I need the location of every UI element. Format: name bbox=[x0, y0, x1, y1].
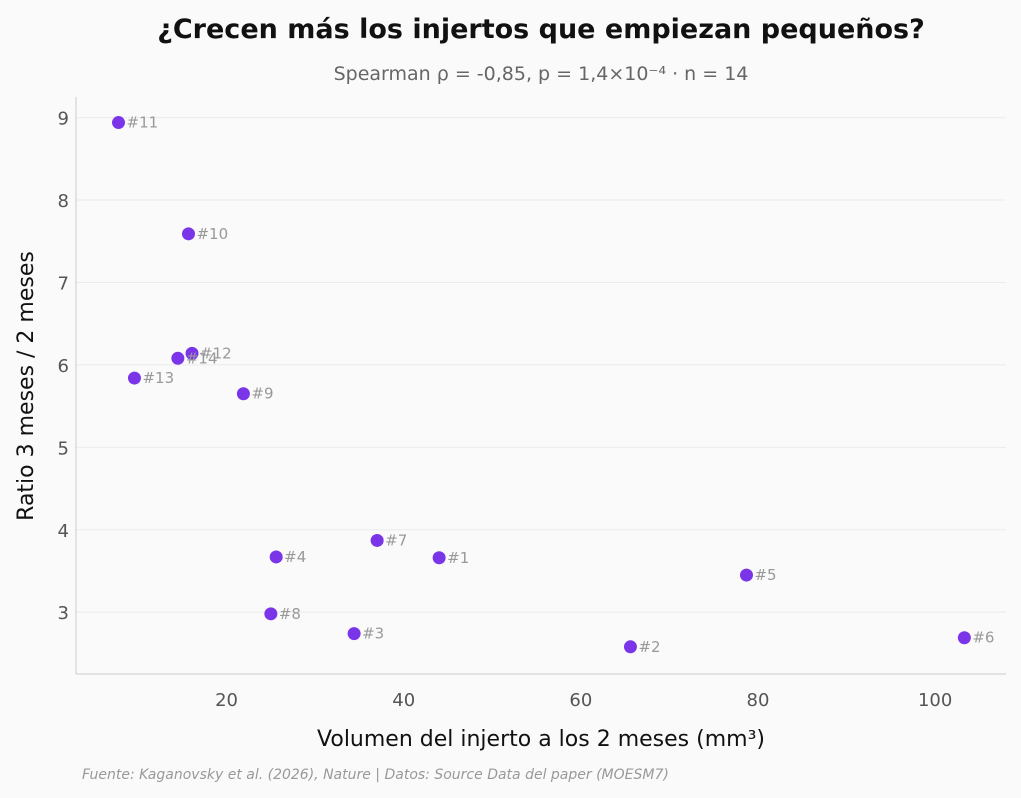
x-tick-label: 80 bbox=[747, 690, 770, 711]
grid-lines bbox=[76, 117, 1006, 613]
data-point bbox=[185, 346, 199, 360]
x-tick-label: 20 bbox=[215, 690, 238, 711]
point-label: #9 bbox=[251, 385, 273, 403]
x-tick-label: 60 bbox=[569, 690, 592, 711]
point-label: #13 bbox=[142, 369, 174, 387]
x-axis-label: Volumen del injerto a los 2 meses (mm³) bbox=[317, 727, 765, 752]
data-point bbox=[269, 550, 283, 564]
chart-title: ¿Crecen más los injertos que empiezan pe… bbox=[157, 14, 925, 45]
point-label: #11 bbox=[127, 114, 159, 132]
point-label: #14 bbox=[186, 349, 218, 367]
data-point bbox=[739, 568, 753, 582]
data-point bbox=[347, 627, 361, 641]
data-point bbox=[112, 116, 126, 130]
data-point bbox=[623, 640, 637, 654]
data-point bbox=[127, 371, 141, 385]
data-point bbox=[181, 227, 195, 241]
y-ticks: 3 4 5 6 7 8 9 bbox=[58, 109, 69, 625]
x-tick-label: 40 bbox=[392, 690, 415, 711]
point-label: #3 bbox=[362, 625, 384, 643]
data-point bbox=[236, 387, 250, 401]
point-label: #5 bbox=[754, 566, 776, 584]
chart-subtitle: Spearman ρ = -0,85, p = 1,4×10⁻⁴ · n = 1… bbox=[334, 63, 749, 85]
y-tick-label: 4 bbox=[58, 521, 69, 542]
y-tick-label: 6 bbox=[58, 356, 69, 377]
y-tick-label: 8 bbox=[58, 191, 69, 212]
point-label: #12 bbox=[200, 344, 232, 362]
x-ticks: 20 40 60 80 100 bbox=[215, 690, 952, 711]
y-axis-label: Ratio 3 meses / 2 meses bbox=[14, 251, 39, 521]
y-tick-label: 3 bbox=[58, 603, 69, 624]
point-label: #10 bbox=[196, 225, 228, 243]
data-point bbox=[264, 607, 278, 621]
point-label: #1 bbox=[447, 549, 469, 567]
y-tick-label: 7 bbox=[58, 273, 69, 294]
x-tick-label: 100 bbox=[918, 690, 952, 711]
data-point bbox=[370, 533, 384, 547]
point-label: #8 bbox=[279, 605, 301, 623]
point-label: #6 bbox=[972, 629, 994, 647]
point-label: #7 bbox=[385, 531, 407, 549]
y-tick-label: 5 bbox=[58, 438, 69, 459]
data-point bbox=[957, 631, 971, 645]
point-label: #4 bbox=[284, 548, 306, 566]
data-point bbox=[432, 551, 446, 565]
data-points: #1 #2 #3 #4 #5 #6 #7 #8 #9 #10 #11 #12 #13 #14 bbox=[112, 114, 994, 656]
y-tick-label: 9 bbox=[58, 109, 69, 130]
data-point bbox=[171, 351, 185, 365]
source-footer: Fuente: Kaganovsky et al. (2026), Nature… bbox=[82, 767, 669, 783]
point-label: #2 bbox=[638, 638, 660, 656]
